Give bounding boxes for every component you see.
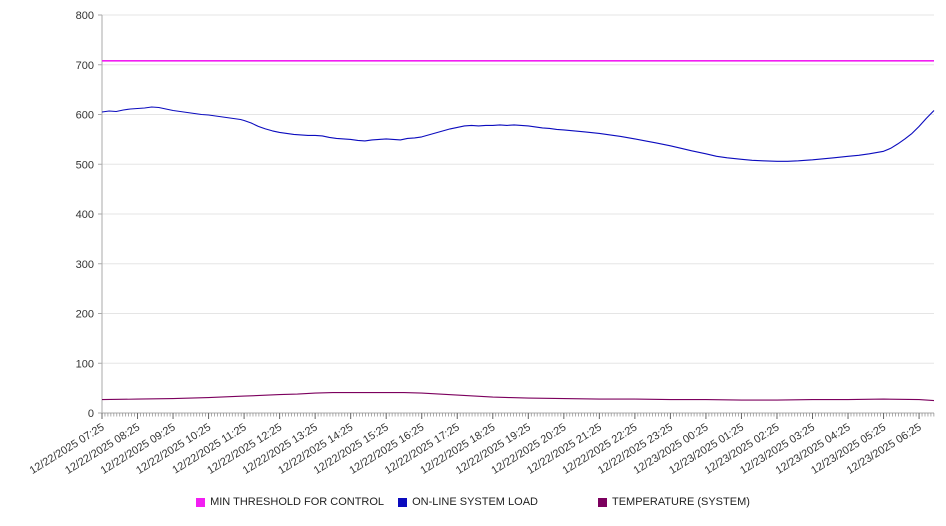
legend-item-min-threshold[interactable]: MIN THRESHOLD FOR CONTROL — [196, 496, 384, 508]
ytick-label-500: 500 — [76, 159, 94, 171]
legend-label-temperature-system: TEMPERATURE (SYSTEM) — [611, 496, 750, 508]
ytick-label-600: 600 — [76, 110, 94, 122]
ytick-label-800: 800 — [76, 10, 94, 22]
chart-legend: MIN THRESHOLD FOR CONTROL ON-LINE SYSTEM… — [0, 496, 946, 508]
ytick-label-700: 700 — [76, 60, 94, 72]
series-line-on-line-system-load — [101, 106, 935, 162]
legend-swatch-temperature-system-icon — [597, 497, 607, 507]
series-line-temperature-system — [101, 392, 935, 402]
ytick-label-100: 100 — [76, 358, 94, 370]
legend-item-temperature-system[interactable]: TEMPERATURE (SYSTEM) — [597, 496, 750, 508]
ytick-label-200: 200 — [76, 309, 94, 321]
legend-item-online-system-load[interactable]: ON-LINE SYSTEM LOAD — [398, 496, 538, 508]
legend-swatch-min-threshold-icon — [196, 497, 206, 507]
legend-label-min-threshold: MIN THRESHOLD FOR CONTROL — [210, 496, 385, 508]
ytick-label-400: 400 — [76, 209, 94, 221]
ytick-label-300: 300 — [76, 259, 94, 271]
ytick-label-0: 0 — [88, 408, 94, 420]
legend-swatch-online-system-load-icon — [398, 497, 408, 507]
legend-label-online-system-load: ON-LINE SYSTEM LOAD — [412, 496, 538, 508]
